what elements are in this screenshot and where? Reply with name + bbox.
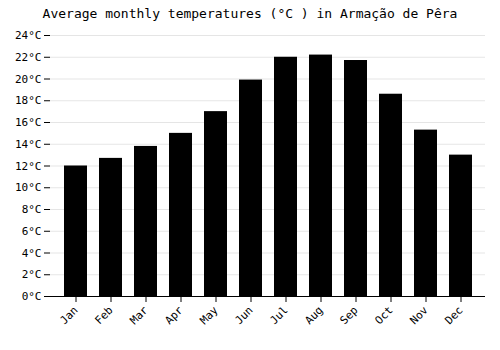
- svg-text:22°C: 22°C: [15, 51, 42, 64]
- svg-text:Jan: Jan: [57, 304, 80, 327]
- svg-text:8°C: 8°C: [22, 203, 42, 216]
- svg-text:24°C: 24°C: [15, 29, 42, 42]
- svg-text:14°C: 14°C: [15, 138, 42, 151]
- svg-text:18°C: 18°C: [15, 94, 42, 107]
- svg-text:May: May: [197, 303, 221, 327]
- svg-text:Feb: Feb: [92, 304, 115, 327]
- svg-text:2°C: 2°C: [22, 268, 42, 281]
- svg-text:Nov: Nov: [407, 303, 431, 327]
- svg-text:Jul: Jul: [267, 304, 290, 327]
- svg-text:16°C: 16°C: [15, 116, 42, 129]
- svg-text:Jun: Jun: [232, 304, 255, 327]
- svg-text:Sep: Sep: [337, 304, 360, 327]
- svg-text:0°C: 0°C: [22, 290, 42, 303]
- svg-text:Aug: Aug: [302, 304, 325, 327]
- svg-text:4°C: 4°C: [22, 247, 42, 260]
- svg-text:Apr: Apr: [162, 303, 186, 327]
- svg-text:Mar: Mar: [127, 303, 151, 327]
- svg-text:10°C: 10°C: [15, 181, 42, 194]
- svg-text:Oct: Oct: [372, 304, 395, 327]
- html-text:Average monthly temperatures (: Average monthly temperatures (°C ) in Ar…: [42, 6, 458, 21]
- svg-text:Dec: Dec: [442, 304, 465, 327]
- svg-text:20°C: 20°C: [15, 73, 42, 86]
- svg-text:12°C: 12°C: [15, 160, 42, 173]
- svg-text:6°C: 6°C: [22, 225, 42, 238]
